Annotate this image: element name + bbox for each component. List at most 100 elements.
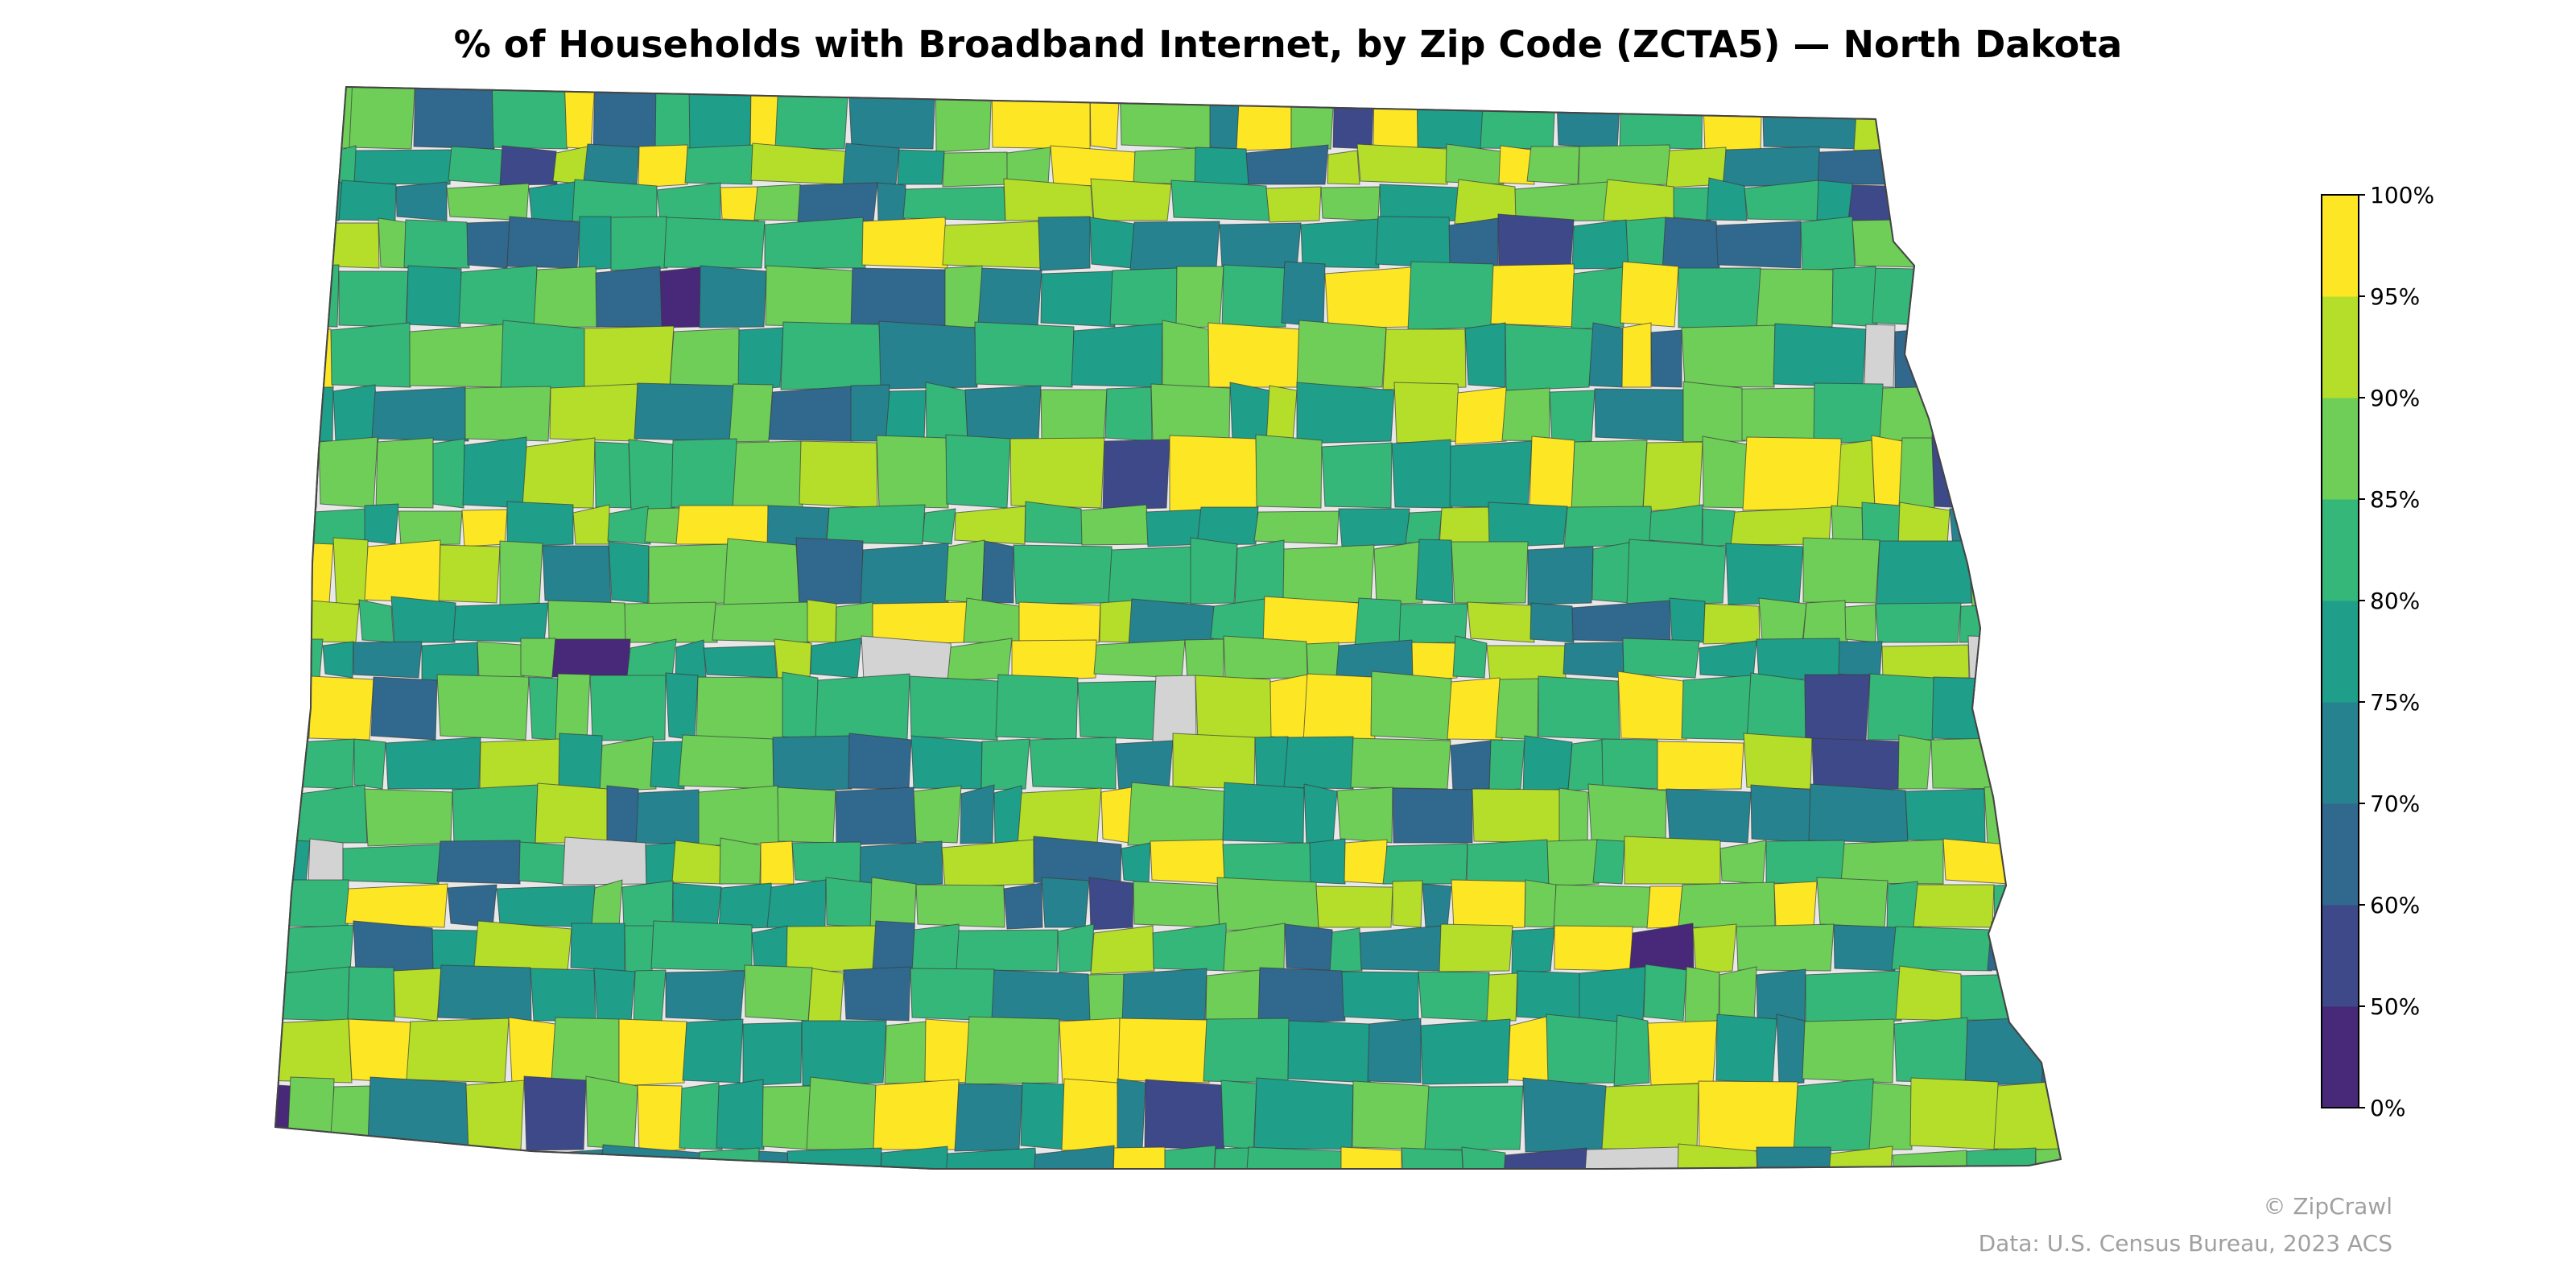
zcta-region xyxy=(275,218,316,269)
zcta-region xyxy=(292,784,368,844)
zcta-region xyxy=(332,384,379,444)
zcta-region xyxy=(1582,1146,1681,1169)
zcta-region xyxy=(441,1148,539,1169)
zcta-region xyxy=(393,968,442,1022)
zcta-region xyxy=(592,87,658,150)
zcta-region xyxy=(499,145,558,186)
zcta-region xyxy=(1100,786,1133,844)
zcta-region xyxy=(780,321,883,390)
zcta-region xyxy=(960,784,995,844)
zcta-region xyxy=(991,87,1091,150)
zcta-region xyxy=(583,143,640,185)
zcta-region xyxy=(650,920,753,972)
zcta-region xyxy=(1324,266,1412,329)
colorbar-segment xyxy=(2322,905,2359,1007)
zcta-region xyxy=(910,968,996,1022)
zcta-region xyxy=(753,184,804,221)
zcta-region xyxy=(944,539,985,604)
zcta-region xyxy=(1283,736,1354,790)
zcta-region xyxy=(1391,439,1453,509)
zcta-region xyxy=(2057,642,2061,682)
zcta-region xyxy=(353,149,452,185)
zcta-region xyxy=(1773,323,1867,388)
zcta-region xyxy=(633,969,667,1025)
colorbar-tick-label: 0% xyxy=(2370,1095,2405,1121)
zcta-region xyxy=(1601,738,1661,790)
zcta-region xyxy=(584,325,675,388)
zcta-region xyxy=(703,645,778,679)
zcta-region xyxy=(1452,635,1488,679)
zcta-region xyxy=(1018,601,1101,643)
zcta-region xyxy=(1931,676,1997,741)
zcta-region xyxy=(1498,145,1535,185)
zcta-region xyxy=(1852,218,1951,269)
zcta-region xyxy=(842,142,900,187)
zcta-region xyxy=(595,266,664,328)
zcta-region xyxy=(364,788,453,847)
zcta-region xyxy=(1133,147,1199,185)
zcta-region xyxy=(1031,1145,1115,1169)
zcta-region xyxy=(1220,1080,1257,1150)
zcta-region xyxy=(462,436,527,509)
zcta-region xyxy=(1415,539,1454,604)
zcta-region xyxy=(688,87,752,151)
zcta-region xyxy=(1164,1145,1216,1169)
zcta-region xyxy=(367,1076,469,1150)
zcta-region xyxy=(1296,382,1395,444)
zcta-region xyxy=(1466,839,1550,887)
zcta-region xyxy=(1761,87,1862,150)
zcta-region xyxy=(1966,1147,2037,1169)
zcta-region xyxy=(398,510,463,546)
zcta-region xyxy=(1804,674,1871,742)
zcta-region xyxy=(1756,1146,1835,1169)
zcta-region xyxy=(1144,1079,1225,1150)
zcta-region xyxy=(1033,836,1122,885)
zcta-region xyxy=(720,186,759,221)
zcta-region xyxy=(2056,927,2061,972)
zcta-region xyxy=(371,386,469,442)
zcta-region xyxy=(2057,603,2061,643)
colorbar-segment xyxy=(2322,702,2359,804)
zcta-region xyxy=(551,1017,620,1084)
zcta-region xyxy=(698,785,780,847)
zcta-region xyxy=(1522,735,1573,793)
zcta-region xyxy=(1905,788,1986,844)
zcta-region xyxy=(2029,503,2061,545)
zcta-region xyxy=(275,87,307,150)
zcta-region xyxy=(1971,436,2055,512)
zcta-region xyxy=(275,788,295,847)
zcta-region xyxy=(1684,966,1720,1024)
colorbar-tick-label: 75% xyxy=(2370,689,2420,716)
zcta-region xyxy=(547,600,628,643)
zcta-region xyxy=(1750,784,1814,844)
colorbar-tick-label: 95% xyxy=(2370,283,2420,310)
zcta-region xyxy=(1196,506,1259,546)
zcta-region xyxy=(945,434,1011,509)
zcta-region xyxy=(1119,87,1212,150)
zcta-region xyxy=(977,267,1042,328)
zcta-region xyxy=(860,543,949,606)
zcta-region xyxy=(1020,1082,1066,1150)
zcta-region xyxy=(902,186,1006,221)
zcta-region xyxy=(1678,267,1763,328)
zcta-region xyxy=(815,673,910,742)
zcta-region xyxy=(716,1079,765,1150)
zcta-region xyxy=(599,736,657,792)
zcta-region xyxy=(995,674,1079,741)
zcta-region xyxy=(1805,970,1902,1024)
zcta-region xyxy=(1175,266,1224,328)
zcta-region xyxy=(624,601,718,643)
zcta-region xyxy=(1868,1082,1913,1150)
zcta-region xyxy=(353,920,436,975)
zcta-region xyxy=(941,839,1034,888)
zcta-region xyxy=(1287,1020,1371,1084)
zcta-region xyxy=(723,538,800,607)
zcta-region xyxy=(638,144,688,188)
zcta-region xyxy=(1505,324,1594,391)
zcta-region xyxy=(295,180,343,225)
zcta-region xyxy=(1128,598,1215,646)
zcta-region xyxy=(2010,791,2061,846)
colorbar-frame xyxy=(2321,194,2359,1108)
zcta-region xyxy=(1265,385,1298,444)
zcta-region xyxy=(1133,881,1220,928)
